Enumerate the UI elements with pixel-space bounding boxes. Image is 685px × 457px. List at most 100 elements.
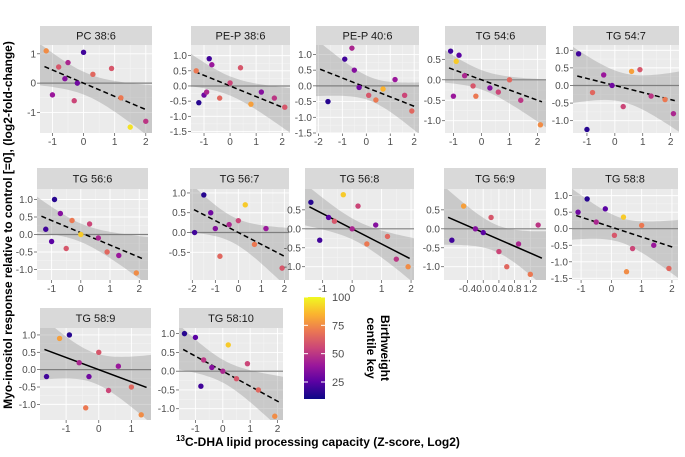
data-point xyxy=(638,222,645,229)
y-tick-label: 0.5 xyxy=(19,213,33,224)
y-tick-label: -1.0 xyxy=(295,113,313,124)
confidence-band xyxy=(305,189,414,280)
data-point xyxy=(208,210,214,216)
data-point xyxy=(637,66,643,73)
facet-panel: TG 56:9-0.4 0.0 0.4 0.8 1.2-1.0-0.50.00.5 xyxy=(423,168,546,295)
x-tick-label: 2 xyxy=(669,284,675,295)
data-point xyxy=(331,218,338,224)
regression-line xyxy=(194,70,287,110)
data-point xyxy=(201,192,207,198)
facet-panel: TG 58:9 -1 0 1 -1.0 -0.5 0.0 0.5 1.0 xyxy=(19,308,151,435)
y-tick-label: 0.5 xyxy=(426,205,440,216)
data-point xyxy=(206,55,212,62)
data-point xyxy=(181,330,188,337)
data-point xyxy=(401,92,408,98)
x-tick-label: 2 xyxy=(275,424,281,435)
data-point xyxy=(589,89,596,96)
legend-title-line2: centile key xyxy=(364,317,378,379)
x-tick-label: 1 xyxy=(129,424,135,435)
data-point xyxy=(666,265,672,272)
data-point xyxy=(308,199,314,205)
y-tick-label: 1.0 xyxy=(555,46,569,57)
x-tick-label: 1 xyxy=(507,137,513,148)
data-point xyxy=(611,232,618,239)
x-tick-label: 1 xyxy=(639,284,645,295)
y-tick-label: -1.5 xyxy=(170,127,188,138)
y-tick-label: 0.5 xyxy=(172,208,186,219)
data-point xyxy=(480,229,486,236)
x-tick-label: -2 xyxy=(188,284,197,295)
data-point xyxy=(57,210,64,217)
y-tick-label: 0.0 xyxy=(172,228,186,239)
data-point xyxy=(56,335,63,342)
data-point xyxy=(449,237,455,243)
data-point xyxy=(104,249,110,255)
facet-title: TG 56:9 xyxy=(475,174,515,186)
facet-strip xyxy=(37,168,148,189)
y-tick-label: 0.5 xyxy=(427,55,441,66)
x-tick-label: 2 xyxy=(535,137,541,148)
data-point xyxy=(450,93,457,99)
y-tick-label: 0.5 xyxy=(555,63,569,74)
x-tick-label: 1 xyxy=(247,424,253,435)
facet-panel: TG 56:6 -1 0 1 2 -1.0 -0.5 0.0 0.5 1.0 xyxy=(16,168,148,295)
data-point xyxy=(237,65,244,71)
y-tick-label: -1.0 xyxy=(19,400,37,411)
facet-strip xyxy=(316,26,419,45)
data-point xyxy=(472,226,479,232)
x-tick-label: -1 xyxy=(47,284,56,295)
regression-line xyxy=(44,65,148,111)
x-tick-label: -0.4 xyxy=(459,284,477,295)
y-tick-label: -0.5 xyxy=(16,248,34,259)
y-tick-label: -1.5 xyxy=(295,129,313,140)
colorbar-ticks: 25 50 75 100 xyxy=(304,292,350,389)
data-point xyxy=(143,118,149,124)
confidence-band xyxy=(444,189,546,280)
colorbar-legend: 25 50 75 100 Birthweight centile key xyxy=(304,292,392,399)
confidence-band xyxy=(316,45,419,133)
data-point xyxy=(470,83,476,89)
y-tick-label: -0.5 xyxy=(551,241,569,252)
facet-title: TG 56:8 xyxy=(340,174,380,186)
data-point xyxy=(43,48,49,54)
facet-title: TG 58:8 xyxy=(605,174,645,186)
y-tick-label: 0.5 xyxy=(287,205,301,216)
data-point xyxy=(473,93,479,99)
y-tick-label: -0.5 xyxy=(423,243,441,254)
data-point xyxy=(43,226,49,232)
data-point xyxy=(128,384,135,390)
regression-line xyxy=(319,68,416,108)
regression-line xyxy=(182,348,280,403)
data-point xyxy=(118,95,124,101)
data-point xyxy=(55,64,62,70)
regression-line xyxy=(576,214,674,249)
data-point xyxy=(80,49,87,56)
data-point xyxy=(504,264,510,270)
data-point xyxy=(76,360,82,366)
data-point xyxy=(127,124,133,130)
y-tick-label: 1.0 xyxy=(173,51,187,62)
data-point xyxy=(193,68,199,74)
x-tick-label: 1 xyxy=(112,137,118,148)
data-point xyxy=(90,71,96,78)
data-point xyxy=(623,269,630,275)
facet-title: PE-P 38:6 xyxy=(216,31,266,43)
panel-background xyxy=(316,45,419,133)
data-point xyxy=(373,222,379,228)
data-point xyxy=(263,225,269,232)
data-point xyxy=(251,241,258,248)
colorbar-tick-label: 75 xyxy=(332,320,344,332)
data-point xyxy=(226,221,232,228)
data-point xyxy=(255,387,262,393)
facet-title: PE-P 40:6 xyxy=(343,31,393,43)
facet-panel: PE-P 40:6 -2 -1 0 1 2 -1.5 -1.0 -0.5 0.0 0.5 1.0 xyxy=(295,26,419,148)
data-point xyxy=(405,264,411,270)
y-tick-label: 1.0 xyxy=(554,191,568,202)
data-point xyxy=(133,270,140,276)
data-point xyxy=(95,235,102,241)
y-tick-label: -0.5 xyxy=(295,97,313,108)
x-tick-label: 0 xyxy=(236,284,242,295)
data-point xyxy=(108,65,115,72)
data-point xyxy=(349,45,355,51)
regression-line xyxy=(41,215,144,260)
